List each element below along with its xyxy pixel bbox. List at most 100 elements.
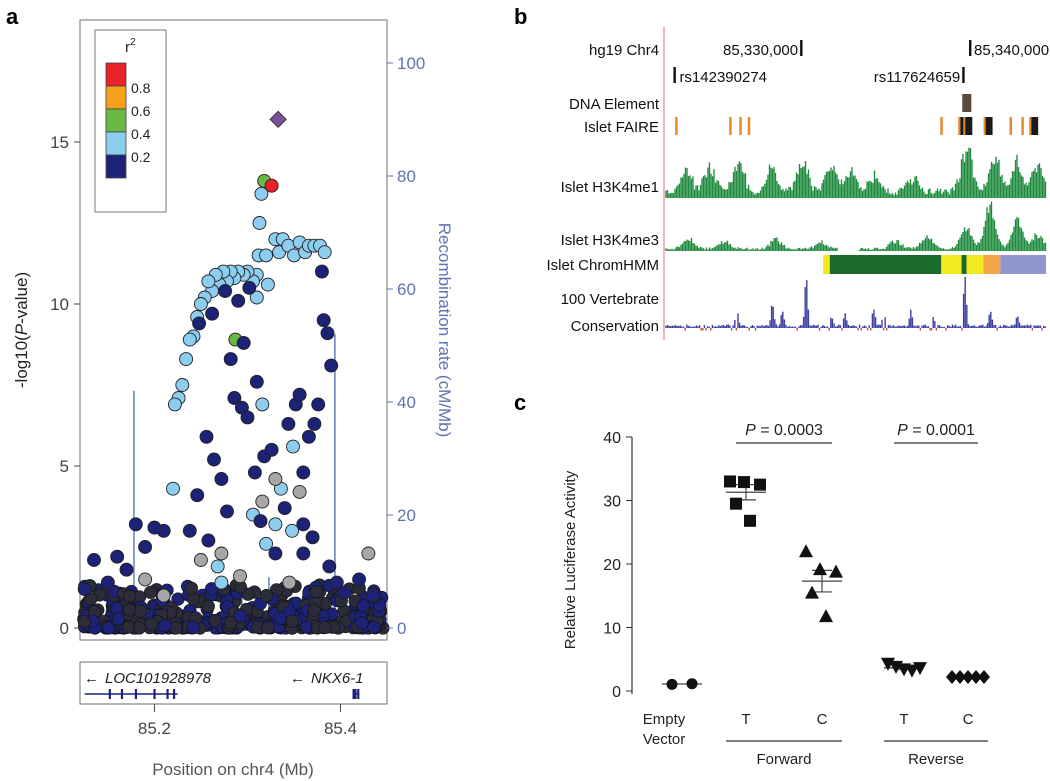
y-tick-label: 0 [60, 619, 69, 638]
snp-point [249, 290, 264, 305]
gene-2-arrow: ← [290, 670, 305, 687]
snp-point [207, 452, 221, 467]
data-point-square [744, 514, 756, 527]
track-label-chromhmm: Islet ChromHMM [546, 257, 659, 274]
snp-point [223, 352, 238, 367]
snp-point [268, 546, 283, 561]
snp-point [254, 186, 269, 201]
faire-peak [940, 117, 943, 135]
track-label-h3k4me1: Islet H3K4me1 [561, 179, 659, 196]
snp-point [252, 216, 267, 230]
legend-swatches [105, 62, 127, 179]
data-point-triangle [813, 562, 827, 576]
y2-tick-label: 0 [397, 619, 406, 638]
coordinate-marks [673, 40, 972, 83]
faire-peak [739, 117, 742, 135]
gene-2-label: ← NKX6-1 [290, 670, 364, 687]
snp-point [285, 523, 300, 538]
c-y-tick-label: 10 [603, 621, 621, 638]
snp-point [324, 358, 339, 373]
assembly-label: hg19 Chr4 [589, 42, 659, 59]
snp-point [264, 178, 279, 193]
snp-labels: rs142390274 rs117624659 [679, 69, 960, 86]
snp-point-bg [201, 599, 215, 613]
snp-point-bg [208, 613, 222, 628]
snp-point-bg [144, 617, 158, 631]
snp-point [193, 553, 208, 567]
data-point-square [738, 476, 750, 489]
track-label-islet-faire: Islet FAIRE [584, 119, 659, 136]
chromhmm-track [823, 255, 1046, 274]
snp-point-bg [111, 612, 125, 626]
snp-point-bg [355, 616, 369, 630]
snp-point [268, 517, 283, 532]
snp-point [259, 536, 274, 551]
snp-point [329, 575, 344, 590]
snp-point [193, 297, 208, 311]
p-value-reverse: P = 0.0001 [897, 422, 975, 439]
gene-track-frame [79, 661, 388, 705]
snp-point-bg [186, 620, 200, 634]
snp-point [268, 472, 283, 486]
y-tick-label: 15 [50, 133, 69, 152]
snp-point [366, 588, 380, 603]
dna-element-block [962, 94, 972, 112]
group-label-forward: Forward [756, 751, 811, 768]
snp-point [201, 274, 216, 289]
data-point-diamond [954, 670, 966, 685]
faire-peak [1031, 117, 1039, 135]
data-point-diamond [978, 670, 990, 685]
snp-point [249, 374, 264, 389]
y2-tick-label: 40 [397, 393, 416, 412]
snp-point [147, 520, 162, 535]
x-axis-label: Position on chr4 (Mb) [152, 760, 314, 779]
snp-point [205, 306, 220, 321]
y2-tick-label: 80 [397, 167, 416, 186]
x-tick-label: 85.2 [138, 719, 171, 738]
snp-point-bg [144, 585, 158, 599]
faire-peak [747, 117, 751, 135]
data-point-square [730, 497, 742, 510]
chromhmm-segment [829, 255, 942, 274]
snp-point [201, 533, 216, 548]
y2-tick-label: 20 [397, 506, 416, 525]
snp-point [77, 582, 92, 597]
snp-point [255, 397, 270, 412]
snp-point [218, 284, 233, 298]
chromhmm-segment [1000, 255, 1046, 274]
p-value-forward: P = 0.0003 [745, 422, 823, 439]
y-axis-label-italic: P [12, 323, 31, 335]
snp-point [316, 313, 331, 328]
snp-point [110, 549, 125, 564]
data-point-square [754, 478, 766, 491]
snp-point [314, 264, 329, 279]
snp-point [100, 575, 115, 590]
data-point-triangle [829, 564, 843, 578]
luciferase-plot: 0 10 20 30 40 Relative Luciferase Activity P… [562, 422, 990, 768]
h3k4me3-track [665, 201, 1047, 251]
category-label-empty: Empty [643, 711, 686, 728]
snp-point [233, 569, 247, 584]
snp-point [286, 439, 300, 454]
c-y-axis-ticks: 0 10 20 30 40 [603, 430, 632, 701]
category-label-forward-c: C [817, 711, 828, 728]
category-label-reverse-t: T [899, 711, 908, 728]
data-point-diamond [962, 670, 974, 685]
snp-point [352, 572, 367, 587]
snp-point-bg [285, 614, 299, 629]
legend-label-04: 0.4 [131, 126, 151, 142]
snp-point [138, 572, 153, 587]
snp-point [210, 559, 225, 574]
snp-point [277, 501, 292, 516]
legend-title-text: r [125, 39, 130, 56]
snp-point-bg [186, 592, 200, 606]
data-point-triangle [799, 544, 813, 558]
data-point-diamond [946, 670, 958, 685]
p-value-reverse-p: P [897, 422, 908, 439]
snp-point [156, 588, 171, 603]
snp-point-bg [261, 621, 275, 635]
snp-point [227, 391, 242, 405]
gene-1-arrow: ← [84, 670, 99, 687]
chromhmm-segment [966, 255, 984, 274]
